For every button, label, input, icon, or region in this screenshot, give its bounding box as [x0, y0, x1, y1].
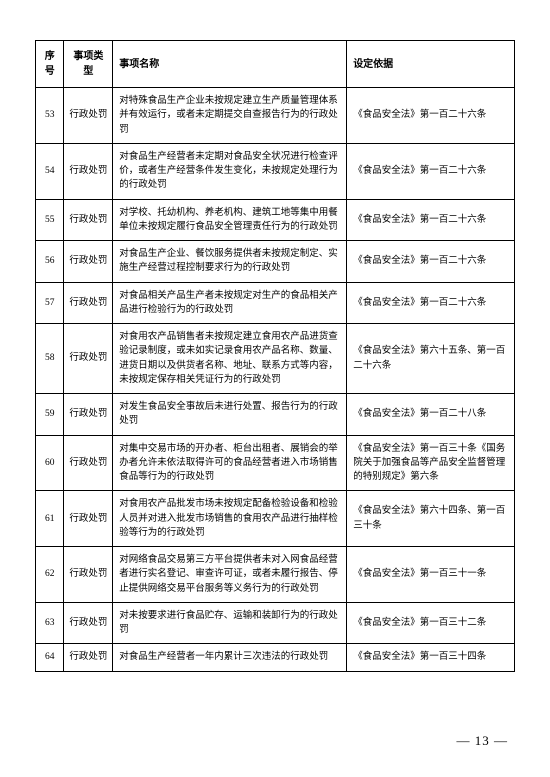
document-page: 序号 事项类型 事项名称 设定依据 53行政处罚对特殊食品生产企业未按规定建立生…	[0, 0, 550, 702]
cell-name: 对食品生产经营者一年内累计三次违法的行政处罚	[113, 644, 347, 671]
cell-name: 对食用农产品销售者未按规定建立食用农产品进货查验记录制度，或未如实记录食用农产品…	[113, 324, 347, 394]
table-row: 59行政处罚对发生食品安全事故后未进行处置、报告行为的行政处罚《食品安全法》第一…	[36, 394, 515, 436]
cell-basis: 《食品安全法》第一百三十二条	[347, 602, 515, 644]
header-num: 序号	[36, 41, 64, 88]
header-row: 序号 事项类型 事项名称 设定依据	[36, 41, 515, 88]
cell-basis: 《食品安全法》第一百三十一条	[347, 547, 515, 603]
table-row: 60行政处罚对集中交易市场的开办者、柜台出租者、展销会的举办者允许未依法取得许可…	[36, 435, 515, 491]
cell-name: 对特殊食品生产企业未按规定建立生产质量管理体系并有效运行，或者未定期提交自查报告…	[113, 88, 347, 144]
table-row: 55行政处罚对学校、托幼机构、养老机构、建筑工地等集中用餐单位未按规定履行食品安…	[36, 199, 515, 241]
cell-basis: 《食品安全法》第一百二十六条	[347, 143, 515, 199]
cell-type: 行政处罚	[64, 394, 113, 436]
cell-num: 64	[36, 644, 64, 671]
cell-type: 行政处罚	[64, 324, 113, 394]
cell-type: 行政处罚	[64, 282, 113, 324]
cell-name: 对发生食品安全事故后未进行处置、报告行为的行政处罚	[113, 394, 347, 436]
cell-name: 对食品生产经营者未定期对食品安全状况进行检查评价，或者生产经营条件发生变化，未按…	[113, 143, 347, 199]
cell-basis: 《食品安全法》第一百二十六条	[347, 88, 515, 144]
header-type: 事项类型	[64, 41, 113, 88]
cell-type: 行政处罚	[64, 644, 113, 671]
cell-type: 行政处罚	[64, 241, 113, 283]
regulation-table: 序号 事项类型 事项名称 设定依据 53行政处罚对特殊食品生产企业未按规定建立生…	[35, 40, 515, 672]
table-row: 56行政处罚对食品生产企业、餐饮服务提供者未按规定制定、实施生产经营过程控制要求…	[36, 241, 515, 283]
cell-num: 63	[36, 602, 64, 644]
cell-name: 对学校、托幼机构、养老机构、建筑工地等集中用餐单位未按规定履行食品安全管理责任行…	[113, 199, 347, 241]
cell-basis: 《食品安全法》第六十五条、第一百二十六条	[347, 324, 515, 394]
page-number: 13	[457, 733, 509, 749]
cell-num: 58	[36, 324, 64, 394]
cell-name: 对食品生产企业、餐饮服务提供者未按规定制定、实施生产经营过程控制要求行为的行政处…	[113, 241, 347, 283]
cell-type: 行政处罚	[64, 199, 113, 241]
cell-num: 55	[36, 199, 64, 241]
cell-type: 行政处罚	[64, 602, 113, 644]
table-row: 63行政处罚对未按要求进行食品贮存、运输和装卸行为的行政处罚《食品安全法》第一百…	[36, 602, 515, 644]
table-row: 64行政处罚对食品生产经营者一年内累计三次违法的行政处罚《食品安全法》第一百三十…	[36, 644, 515, 671]
cell-basis: 《食品安全法》第一百二十八条	[347, 394, 515, 436]
cell-basis: 《食品安全法》第一百二十六条	[347, 199, 515, 241]
cell-name: 对网络食品交易第三方平台提供者未对入网食品经营者进行实名登记、审查许可证，或者未…	[113, 547, 347, 603]
cell-type: 行政处罚	[64, 491, 113, 547]
cell-type: 行政处罚	[64, 547, 113, 603]
cell-num: 54	[36, 143, 64, 199]
table-row: 61行政处罚对食用农产品批发市场未按规定配备检验设备和检验人员并对进入批发市场销…	[36, 491, 515, 547]
header-basis: 设定依据	[347, 41, 515, 88]
table-row: 54行政处罚对食品生产经营者未定期对食品安全状况进行检查评价，或者生产经营条件发…	[36, 143, 515, 199]
cell-num: 60	[36, 435, 64, 491]
cell-num: 56	[36, 241, 64, 283]
header-name: 事项名称	[113, 41, 347, 88]
table-row: 53行政处罚对特殊食品生产企业未按规定建立生产质量管理体系并有效运行，或者未定期…	[36, 88, 515, 144]
cell-num: 62	[36, 547, 64, 603]
cell-basis: 《食品安全法》第一百二十六条	[347, 241, 515, 283]
cell-num: 57	[36, 282, 64, 324]
cell-type: 行政处罚	[64, 143, 113, 199]
cell-num: 53	[36, 88, 64, 144]
cell-basis: 《食品安全法》第一百三十条《国务院关于加强食品等产品安全监督管理的特别规定》第六…	[347, 435, 515, 491]
cell-basis: 《食品安全法》第六十四条、第一百三十条	[347, 491, 515, 547]
cell-basis: 《食品安全法》第一百二十六条	[347, 282, 515, 324]
cell-name: 对集中交易市场的开办者、柜台出租者、展销会的举办者允许未依法取得许可的食品经营者…	[113, 435, 347, 491]
table-row: 58行政处罚对食用农产品销售者未按规定建立食用农产品进货查验记录制度，或未如实记…	[36, 324, 515, 394]
table-body: 53行政处罚对特殊食品生产企业未按规定建立生产质量管理体系并有效运行，或者未定期…	[36, 88, 515, 672]
cell-type: 行政处罚	[64, 88, 113, 144]
cell-name: 对未按要求进行食品贮存、运输和装卸行为的行政处罚	[113, 602, 347, 644]
cell-num: 59	[36, 394, 64, 436]
table-row: 57行政处罚对食品相关产品生产者未按规定对生产的食品相关产品进行检验行为的行政处…	[36, 282, 515, 324]
cell-name: 对食用农产品批发市场未按规定配备检验设备和检验人员并对进入批发市场销售的食用农产…	[113, 491, 347, 547]
cell-type: 行政处罚	[64, 435, 113, 491]
cell-num: 61	[36, 491, 64, 547]
table-row: 62行政处罚对网络食品交易第三方平台提供者未对入网食品经营者进行实名登记、审查许…	[36, 547, 515, 603]
cell-name: 对食品相关产品生产者未按规定对生产的食品相关产品进行检验行为的行政处罚	[113, 282, 347, 324]
cell-basis: 《食品安全法》第一百三十四条	[347, 644, 515, 671]
